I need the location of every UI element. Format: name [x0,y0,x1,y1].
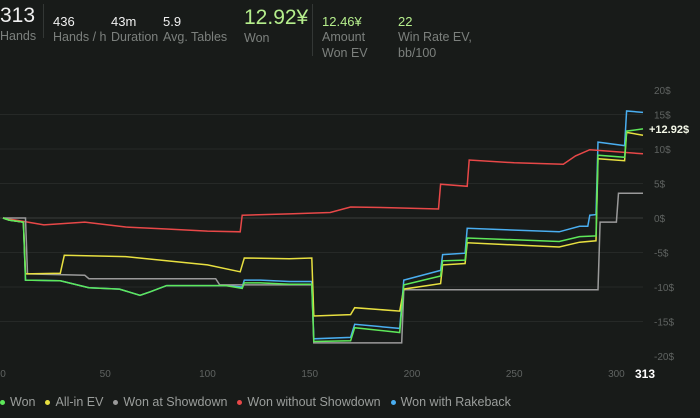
x-tick-label: 100 [199,369,216,380]
series-line-won-without-showdown [2,148,644,233]
legend-label: Won at Showdown [123,395,228,409]
hands-value: 313 [0,4,36,27]
x-end-label: 313 [635,367,655,381]
legend-label: Won [10,395,36,409]
y-tick-label: -20$ [654,352,674,363]
y-tick-label: 20$ [654,86,671,97]
divider [43,4,44,38]
avg-tables-value: 5.9 [163,14,182,29]
series-line-all-in-ev [2,131,644,317]
legend-dot-icon [113,399,119,405]
won-label: Won [244,31,270,45]
y-tick-label: 0$ [654,214,666,225]
legend-label: Won without Showdown [247,395,381,409]
win-rate-ev-label: Win Rate EV, bb/100 [398,30,472,60]
y-tick-label: -10$ [654,283,674,294]
legend-item-won-without-showdown[interactable]: Won without Showdown [237,395,381,409]
duration-label: Duration [111,30,159,44]
legend-item-won-at-showdown[interactable]: Won at Showdown [113,395,227,409]
stat-hands: 313 Hands [0,4,36,44]
x-tick-label: 50 [100,369,112,380]
y-tick-label: -15$ [654,318,674,329]
amount-won-ev-label: Amount Won EV [322,30,368,60]
legend-dot-icon [237,399,243,405]
series-line-won-at-showdown [3,192,643,344]
legend-dot-icon [390,399,396,405]
y-tick-label: 10$ [654,145,671,156]
legend-dot-icon [0,399,5,405]
y-tick-label: 15$ [654,111,671,122]
series-line-won-with-rakeback [2,110,644,340]
y-tick-label: -5$ [654,249,669,260]
legend-dot-icon [45,399,51,405]
x-tick-label: 0 [0,369,6,380]
hands-per-hour-label: Hands / h [53,30,107,44]
divider [312,4,313,56]
series-line-won [2,128,644,343]
y-tick-label: 5$ [654,180,666,191]
legend-label: All-in EV [55,395,104,409]
winnings-chart[interactable]: 20$ 15$ 10$ 5$ 0$ -5$ -10$ -15$ -20$ 0 50 100 150 200… [0,0,700,390]
stat-amount-won-ev: 12.46¥ Amount Won EV [322,14,394,61]
duration-value: 43m [111,14,137,29]
stat-win-rate-ev: 22 Win Rate EV, bb/100 [398,14,478,61]
win-rate-ev-value: 22 [398,14,413,29]
end-value-annotation: +12.92$ [649,124,689,136]
hands-label: Hands [0,29,37,43]
hands-per-hour-value: 436 [53,14,75,29]
legend-item-won[interactable]: Won [0,395,35,409]
x-tick-label: 150 [301,369,318,380]
x-tick-label: 200 [404,369,421,380]
stat-hands-per-hour: 436 Hands / h [53,14,107,45]
amount-won-ev-value: 12.46¥ [322,14,362,29]
legend-item-all-in-ev[interactable]: All-in EV [45,395,103,409]
stat-duration: 43m Duration [111,14,158,45]
avg-tables-label: Avg. Tables [163,30,228,44]
won-value: 12.92¥ [244,6,309,29]
legend-item-won-with-rakeback[interactable]: Won with Rakeback [390,395,511,409]
legend-label: Won with Rakeback [400,395,511,409]
chart-legend: Won All-in EV Won at Showdown Won without S… [0,395,511,409]
x-tick-label: 250 [506,369,523,380]
stat-won: 12.92¥ Won [244,6,308,46]
stat-avg-tables: 5.9 Avg. Tables [163,14,227,45]
x-tick-label: 300 [608,369,625,380]
